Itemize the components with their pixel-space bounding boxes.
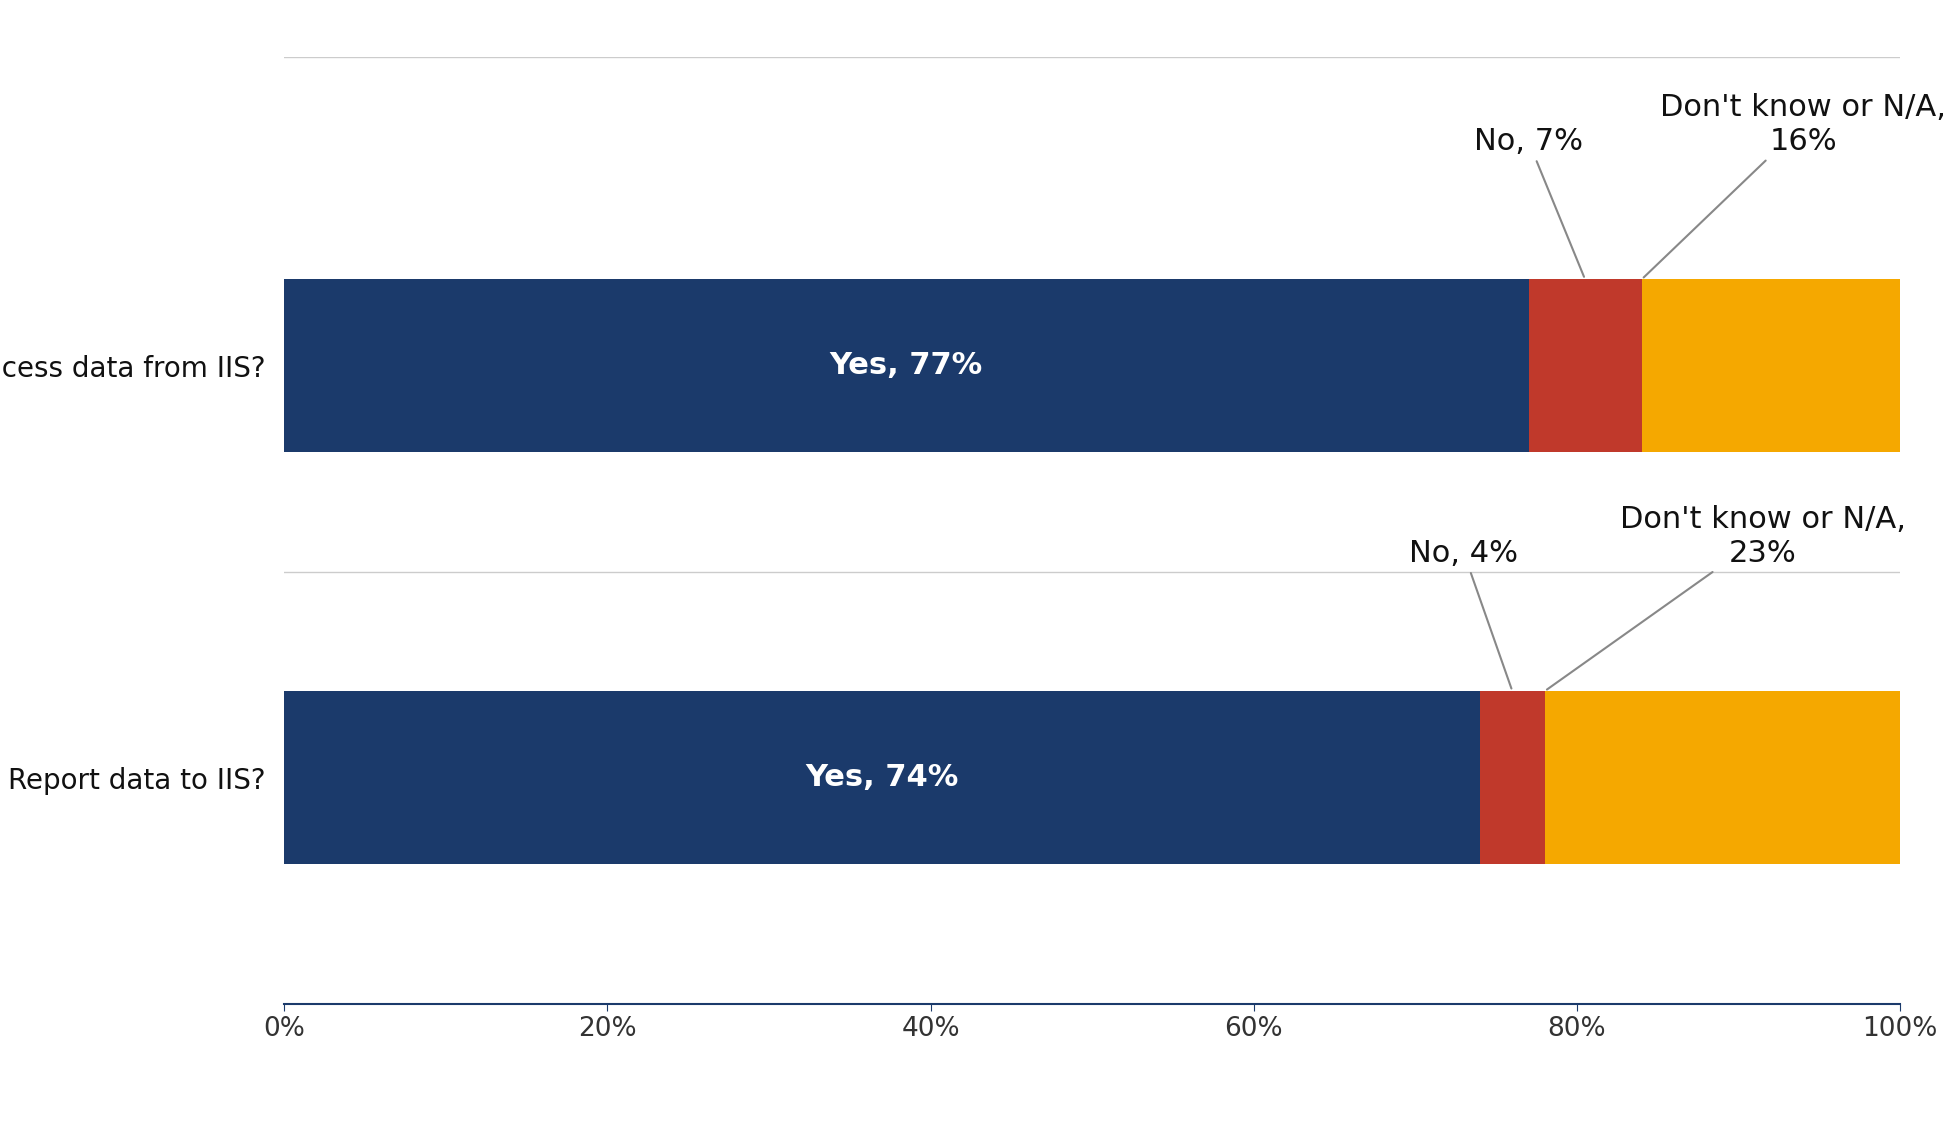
- Bar: [1642, 280, 1900, 452]
- Bar: [1546, 691, 1916, 864]
- Text: No, 7%: No, 7%: [1473, 127, 1585, 277]
- Bar: [284, 691, 1481, 864]
- Text: Don't know or N/A,
16%: Don't know or N/A, 16%: [1644, 94, 1945, 277]
- Bar: [1528, 280, 1642, 452]
- Bar: [1481, 691, 1546, 864]
- Text: Yes, 74%: Yes, 74%: [805, 763, 958, 792]
- Text: Don't know or N/A,
23%: Don't know or N/A, 23%: [1548, 505, 1906, 689]
- Text: No, 4%: No, 4%: [1409, 539, 1518, 688]
- Bar: [284, 280, 1528, 452]
- Text: Yes, 77%: Yes, 77%: [831, 351, 983, 380]
